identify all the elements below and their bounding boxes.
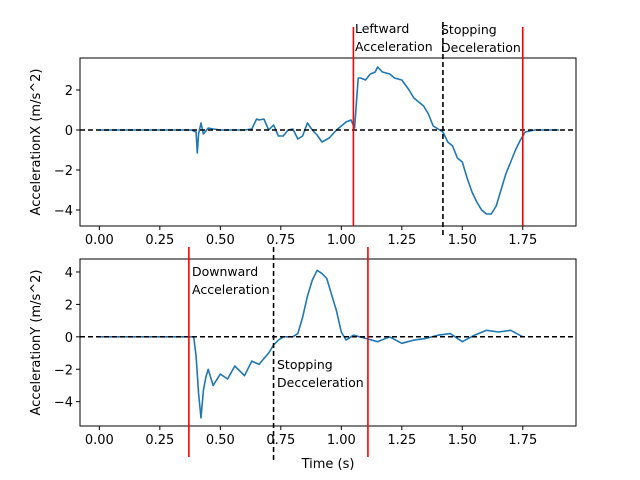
y-tick-label: −2 [54, 164, 73, 179]
annotation-line: Stopping [441, 22, 497, 37]
x-tick-label: 1.00 [327, 433, 356, 448]
y-axis-label: AccelerationX (m/s^2) [29, 69, 44, 216]
y-tick-label: −4 [54, 204, 73, 219]
y-tick-label: 2 [65, 298, 73, 313]
x-tick-label: 1.75 [508, 233, 537, 248]
y-tick-label: 2 [65, 84, 73, 99]
bottom-subplot: 0.00 0.25 0.50 0.75 1.00 1.25 1.50 1.75 −4 −2 0 2 4 A… [29, 247, 577, 472]
x-tick-label: 0.75 [266, 433, 295, 448]
x-tick-label: 0.25 [145, 433, 174, 448]
annotation-text: Downward Acceleration [192, 264, 270, 297]
x-tick-label: 0.00 [85, 433, 114, 448]
y-tick-label: 0 [65, 331, 73, 346]
annotation-line: Stopping [277, 357, 333, 372]
x-tick-label: 0.50 [206, 433, 235, 448]
acceleration-series-line [99, 66, 560, 215]
acceleration-series-line [99, 269, 524, 419]
axes-frame [79, 258, 577, 427]
x-tick-label: 1.75 [508, 433, 537, 448]
y-tick-label: −2 [54, 363, 73, 378]
top-subplot: 0.00 0.25 0.50 0.75 1.00 1.25 1.50 1.75 −4 −2 0 2 Ac… [29, 21, 577, 248]
annotation-text: Stopping Deceleration [441, 22, 521, 55]
axes-frame [79, 57, 577, 227]
annotation-line: Decceleration [277, 375, 364, 390]
y-tick-label: −4 [54, 396, 73, 411]
x-tick-label: 1.50 [448, 433, 477, 448]
x-tick-label: 1.25 [387, 433, 416, 448]
annotation-line: Deceleration [441, 40, 521, 55]
x-tick-label: 0.25 [145, 233, 174, 248]
x-axis-label: Time (s) [301, 457, 355, 472]
x-tick-label: 0.50 [206, 233, 235, 248]
y-axis-label: AccelerationY (m/s^2) [29, 270, 44, 416]
x-tick-label: 1.25 [387, 233, 416, 248]
annotation-text: Stopping Decceleration [277, 357, 364, 390]
x-tick-label: 0.00 [85, 233, 114, 248]
x-tick-label: 1.50 [448, 233, 477, 248]
annotation-text: Leftward Acceleration [355, 21, 433, 54]
x-tick-label: 1.00 [327, 233, 356, 248]
y-tick-label: 0 [65, 124, 73, 139]
y-tick-label: 4 [65, 266, 73, 281]
annotation-line: Acceleration [355, 39, 433, 54]
annotation-line: Acceleration [192, 282, 270, 297]
annotation-line: Leftward [355, 21, 409, 36]
annotation-line: Downward [192, 264, 258, 279]
x-tick-label: 0.75 [266, 233, 295, 248]
